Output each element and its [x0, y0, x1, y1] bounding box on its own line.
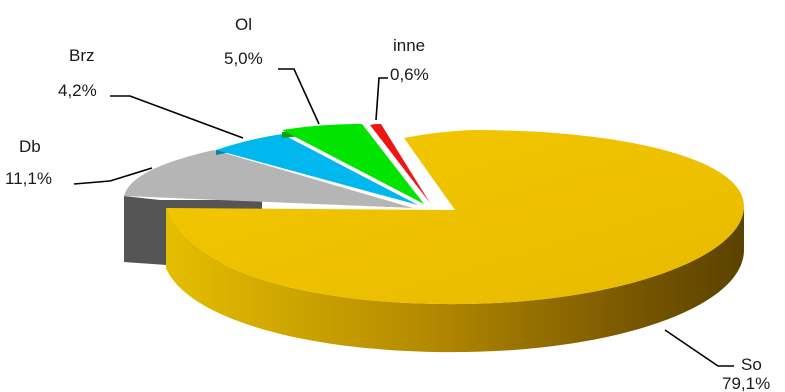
label-inne-name: inne [393, 36, 425, 55]
pie-slice-inne [370, 124, 430, 203]
leader-line-ol [278, 68, 320, 125]
label-so-name: So [741, 355, 762, 374]
label-brz-value: 4,2% [58, 81, 97, 100]
label-brz-name: Brz [69, 46, 95, 65]
pie-slice-db [124, 150, 413, 208]
leader-line-so [664, 329, 734, 367]
data-labels: So 79,1% Db 11,1% Brz 4,2% Ol 5,0% inne … [5, 15, 770, 392]
leader-line-inne [375, 77, 388, 121]
label-so-value: 79,1% [722, 374, 770, 392]
leader-line-brz [110, 95, 244, 139]
label-db-name: Db [19, 137, 41, 156]
pie-slice-brz [216, 134, 418, 205]
pie-slice-so [166, 130, 744, 305]
label-inne-value: 0,6% [390, 65, 429, 84]
label-ol-value: 5,0% [224, 49, 263, 68]
pie-slice-ol [282, 124, 424, 204]
leader-lines [73, 68, 734, 367]
label-ol-name: Ol [235, 15, 252, 34]
label-db-value: 11,1% [5, 169, 52, 188]
leader-line-db [73, 167, 153, 185]
pie-slice-so-side [166, 206, 744, 353]
pie-slices [124, 124, 744, 353]
